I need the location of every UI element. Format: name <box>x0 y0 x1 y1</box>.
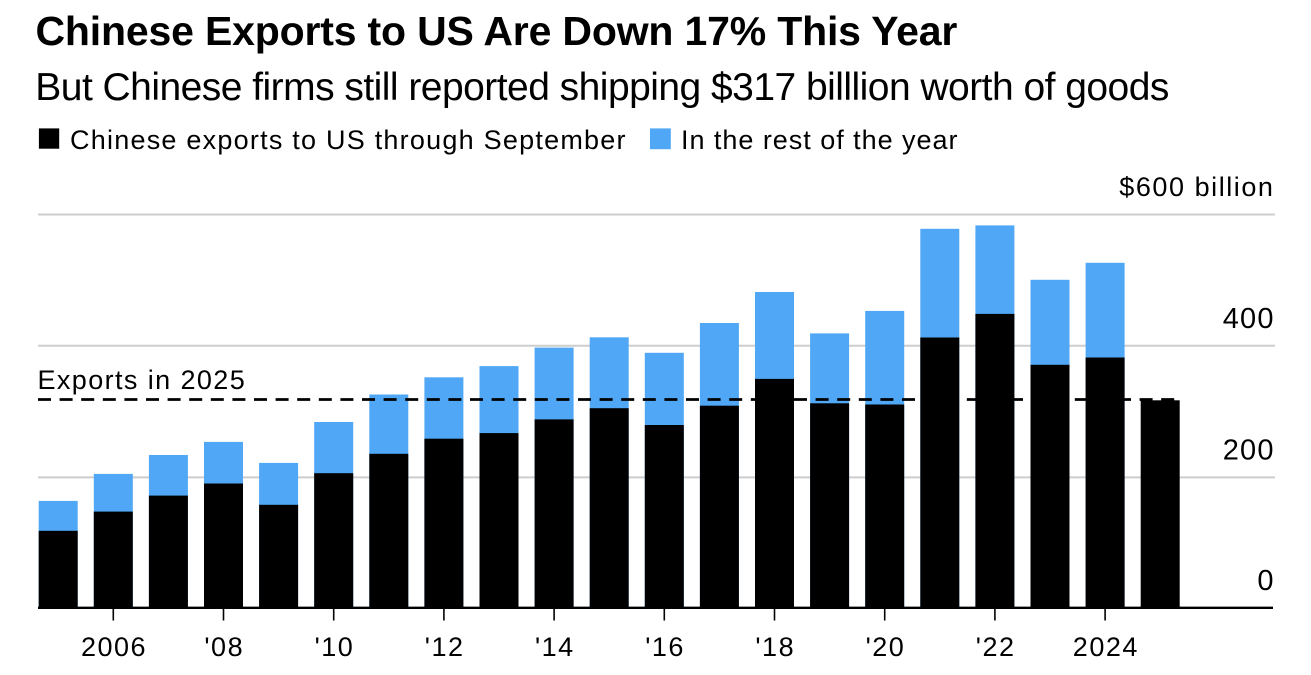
svg-text:Chinese exports to US through: Chinese exports to US through September <box>70 125 627 155</box>
svg-text:2006: 2006 <box>81 632 147 662</box>
svg-text:'14: '14 <box>535 632 575 662</box>
svg-text:Chinese Exports to US Are Down: Chinese Exports to US Are Down 17% This … <box>36 8 958 54</box>
svg-text:But Chinese firms still report: But Chinese firms still reported shippin… <box>35 66 1169 109</box>
svg-text:$600 billion: $600 billion <box>1119 172 1274 202</box>
svg-text:2024: 2024 <box>1073 632 1139 662</box>
svg-text:'08: '08 <box>204 632 244 662</box>
svg-text:0: 0 <box>1257 565 1274 597</box>
svg-text:'22: '22 <box>976 632 1016 662</box>
svg-text:'18: '18 <box>755 632 795 662</box>
svg-text:200: 200 <box>1223 434 1275 466</box>
svg-text:'12: '12 <box>425 632 465 662</box>
svg-text:Exports in 2025: Exports in 2025 <box>38 365 247 395</box>
svg-text:400: 400 <box>1223 303 1275 335</box>
svg-text:'10: '10 <box>315 632 355 662</box>
svg-text:'20: '20 <box>866 632 906 662</box>
svg-text:In the rest of the year: In the rest of the year <box>681 125 958 155</box>
svg-text:'16: '16 <box>645 632 685 662</box>
